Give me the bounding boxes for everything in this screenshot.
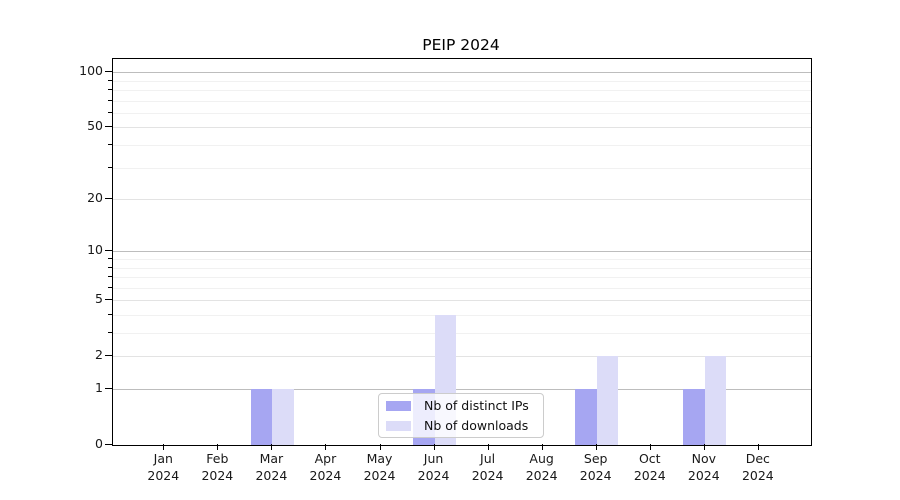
gridline-y-1 (113, 389, 811, 391)
x-tick-label-jun: Jun 2024 (417, 451, 450, 483)
y-minor-tick-60 (108, 111, 112, 113)
x-tick-label-oct: Oct 2024 (633, 451, 666, 483)
y-minor-tick-90 (108, 79, 112, 81)
plot-area (112, 58, 812, 446)
gridline-y-7 (113, 277, 811, 279)
x-tick-label-nov: Nov 2024 (687, 451, 720, 483)
x-tick-label-may: May 2024 (363, 451, 396, 483)
y-minor-tick-40 (108, 144, 112, 146)
legend: Nb of distinct IPs Nb of downloads (378, 393, 544, 438)
x-tick-label-feb: Feb 2024 (201, 451, 234, 483)
x-tick-label-jul: Jul 2024 (471, 451, 504, 483)
y-tick-0 (105, 444, 112, 445)
x-tick-jul (487, 444, 489, 450)
y-tick-label-20: 20 (87, 190, 103, 206)
gridline-y-30 (113, 167, 811, 169)
y-minor-tick-9 (108, 258, 112, 260)
gridline-y-70 (113, 100, 811, 102)
x-tick-jun (433, 444, 435, 450)
y-tick-100 (105, 71, 112, 73)
gridline-y-60 (113, 112, 811, 114)
y-tick-label-1: 1 (95, 380, 103, 396)
gridline-y-90 (113, 80, 811, 82)
bar-distinct-ips-sep (575, 389, 597, 445)
gridline-y-9 (113, 259, 811, 261)
gridline-y-50 (113, 127, 811, 129)
x-tick-mar (271, 444, 273, 450)
x-tick-label-dec: Dec 2024 (741, 451, 774, 483)
y-tick-10 (105, 250, 112, 252)
y-minor-tick-7 (108, 276, 112, 278)
y-tick-2 (105, 355, 112, 357)
x-tick-feb (217, 444, 219, 450)
x-tick-dec (757, 444, 759, 450)
gridline-y-4 (113, 315, 811, 316)
y-tick-label-0: 0 (95, 436, 103, 451)
y-minor-tick-4 (108, 314, 112, 315)
gridline-y-8 (113, 267, 811, 269)
y-tick-label-2: 2 (95, 347, 103, 363)
legend-item-downloads: Nb of downloads (386, 417, 543, 434)
x-tick-label-aug: Aug 2024 (525, 451, 558, 483)
bar-downloads-nov (704, 356, 727, 445)
bar-distinct-ips-mar (250, 389, 273, 445)
x-tick-aug (541, 444, 543, 450)
gridline-y-3 (113, 333, 811, 335)
x-tick-label-jan: Jan 2024 (147, 451, 180, 483)
x-tick-apr (325, 444, 327, 450)
bar-downloads-mar (272, 389, 294, 445)
x-tick-label-sep: Sep 2024 (579, 451, 612, 483)
y-tick-label-10: 10 (87, 242, 103, 258)
x-tick-sep (595, 444, 597, 450)
y-minor-tick-80 (108, 89, 112, 91)
x-tick-label-mar: Mar 2024 (255, 451, 288, 483)
y-minor-tick-3 (108, 332, 112, 334)
gridline-y-100 (113, 72, 811, 74)
gridline-y-40 (113, 145, 811, 147)
y-tick-5 (105, 299, 112, 301)
bar-downloads-sep (596, 356, 619, 445)
y-tick-50 (105, 126, 112, 128)
y-tick-label-100: 100 (79, 63, 103, 79)
gridline-y-10 (113, 251, 811, 253)
x-tick-nov (703, 444, 705, 450)
y-minor-tick-6 (108, 286, 112, 288)
gridline-y-2 (113, 356, 811, 358)
legend-swatch-distinct-ips (386, 400, 411, 411)
x-tick-label-apr: Apr 2024 (309, 451, 342, 483)
y-minor-tick-8 (108, 266, 112, 268)
y-tick-label-50: 50 (87, 118, 103, 134)
y-tick-label-5: 5 (95, 291, 103, 307)
legend-label-downloads: Nb of downloads (424, 418, 529, 433)
chart-title: PEIP 2024 (422, 36, 500, 54)
legend-item-distinct-ips: Nb of distinct IPs (386, 397, 543, 414)
gridline-y-20 (113, 199, 811, 201)
y-minor-tick-30 (108, 166, 112, 168)
x-tick-oct (649, 444, 651, 450)
legend-swatch-downloads (386, 420, 411, 431)
x-tick-may (379, 444, 381, 450)
x-tick-jan (163, 444, 165, 450)
legend-label-distinct-ips: Nb of distinct IPs (424, 398, 529, 413)
y-minor-tick-70 (108, 99, 112, 101)
gridline-y-6 (113, 287, 811, 289)
gridline-y-80 (113, 90, 811, 92)
y-tick-20 (105, 198, 112, 200)
y-tick-1 (105, 388, 112, 390)
bar-distinct-ips-nov (683, 389, 705, 445)
gridline-y-5 (113, 300, 811, 302)
